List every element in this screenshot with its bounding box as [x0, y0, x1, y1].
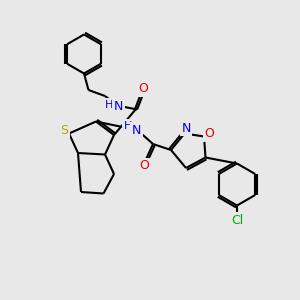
Text: O: O [138, 82, 148, 95]
Text: N: N [114, 100, 123, 113]
Text: H: H [124, 121, 132, 131]
Text: Cl: Cl [231, 214, 243, 227]
Text: N: N [181, 122, 191, 135]
Text: O: O [205, 127, 214, 140]
Text: O: O [139, 159, 149, 172]
Text: N: N [132, 124, 141, 137]
Text: S: S [61, 124, 68, 137]
Text: H: H [105, 100, 113, 110]
